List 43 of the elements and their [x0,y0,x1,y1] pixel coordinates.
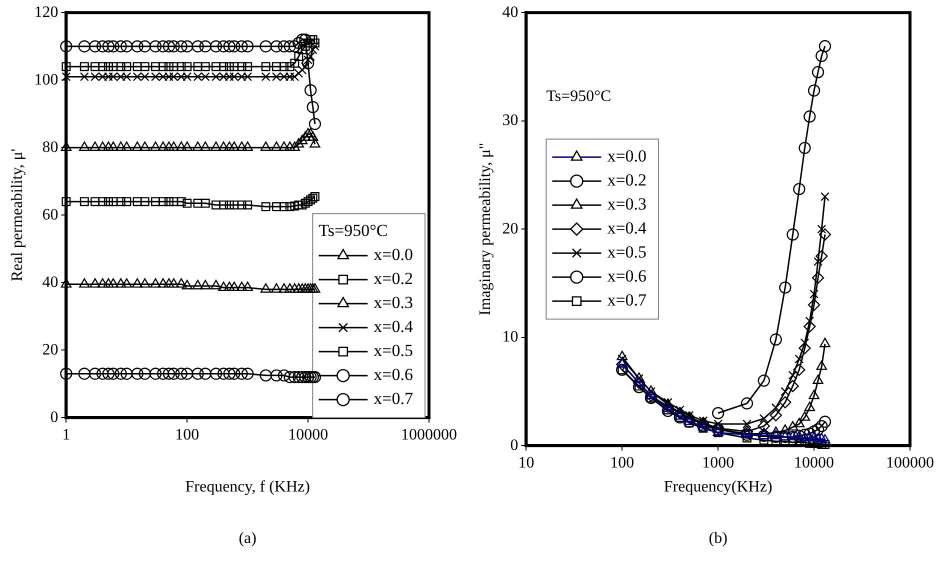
y-tick-label: 20 [502,220,518,238]
x-tick-label: 100000 [886,454,934,472]
x-tick-label: 1 [62,426,70,444]
legend-label: x=0.0 [374,245,414,264]
x-tick-label: 100 [610,454,634,472]
y-tick-label: 0 [50,408,58,426]
y-tick-label: 80 [42,138,58,156]
y-tick-label: 120 [34,4,58,21]
legend-label: x=0.3 [374,293,414,312]
y-tick-label: 40 [42,274,58,291]
legend-label: x=0.6 [374,365,414,384]
legend-label: x=0.5 [374,341,414,360]
legend-label: x=0.4 [607,218,648,238]
x-axis-title: Frequency(KHz) [664,478,772,496]
legend-label: x=0.7 [607,290,648,310]
x-tick-label: 10000 [288,426,328,444]
y-tick-label: 30 [502,112,518,130]
x-tick-label: 1000000 [401,426,457,444]
y-tick-label: 60 [42,206,58,224]
y-tick-label: 20 [42,341,58,358]
x-tick-label: 100 [175,426,200,444]
legend-title: Ts=950°C [318,221,388,240]
text: (b) [708,530,728,548]
y-tick-label: 10 [502,328,518,346]
legend-label: x=0.3 [607,194,647,214]
x-tick-label: 1000 [702,454,734,472]
y-axis-title: Imaginary permeability, μ" [476,142,494,316]
legend-label: x=0.7 [374,389,414,408]
legend-label: x=0.5 [607,242,647,262]
x-tick-label: 10000 [794,454,834,472]
annotation: Ts=950°C [546,88,612,106]
y-tick-label: 0 [510,436,518,454]
x-tick-label: 10 [518,454,534,472]
legend-label: x=0.6 [607,266,647,286]
y-axis-title: Real permeability, μ' [8,148,26,282]
x-axis-title: Frequency, f (KHz) [185,478,310,496]
legend-label: x=0.2 [374,269,414,288]
legend-label: x=0.0 [607,146,647,166]
y-tick-label: 40 [502,4,518,21]
legend-label: x=0.4 [374,317,414,336]
y-tick-label: 100 [34,71,58,88]
text: (a) [238,530,256,548]
legend-label: x=0.2 [607,170,647,190]
